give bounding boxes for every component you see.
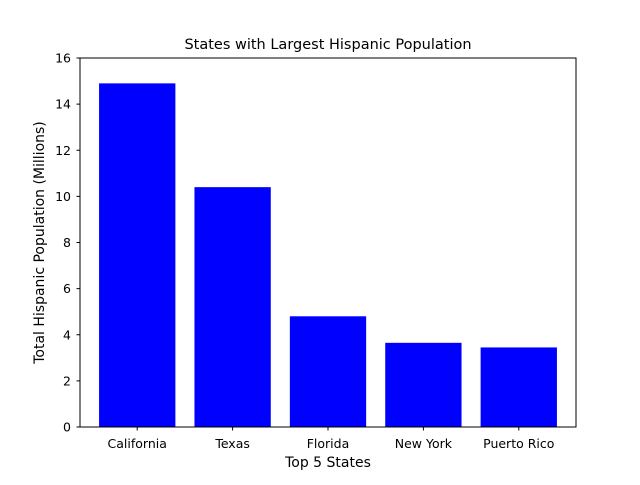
y-tick-label: 16 <box>55 51 71 66</box>
x-tick-label: New York <box>395 436 453 451</box>
bar-florida <box>289 316 367 427</box>
y-axis-label: Total Hispanic Population (Millions) <box>32 121 48 365</box>
y-tick-label: 10 <box>55 189 71 204</box>
bars-group <box>99 83 557 428</box>
y-tick-label: 8 <box>63 235 71 250</box>
y-axis-ticks: 0 2 4 6 8 10 12 14 16 <box>55 51 80 435</box>
chart-title: States with Largest Hispanic Population <box>184 37 471 53</box>
x-axis-ticks: California Texas Florida New York Puerto Ric… <box>108 427 554 451</box>
plot-frame <box>79 57 577 428</box>
bar-california <box>99 83 176 428</box>
y-tick-label: 12 <box>55 143 71 158</box>
y-tick-label: 6 <box>63 281 71 296</box>
bar-new-york <box>385 342 462 427</box>
x-axis-label: Top 5 States <box>284 455 371 471</box>
y-tick-label: 14 <box>55 97 71 112</box>
x-tick-label: Puerto Rico <box>483 436 554 451</box>
x-tick-label: Texas <box>214 436 250 451</box>
y-tick-label: 4 <box>63 327 71 342</box>
x-tick-label: California <box>108 436 167 451</box>
bar-texas <box>194 187 271 427</box>
y-tick-label: 0 <box>63 420 71 435</box>
y-tick-label: 2 <box>63 373 71 388</box>
x-tick-label: Florida <box>307 436 350 451</box>
bar-puerto-rico <box>480 347 557 427</box>
